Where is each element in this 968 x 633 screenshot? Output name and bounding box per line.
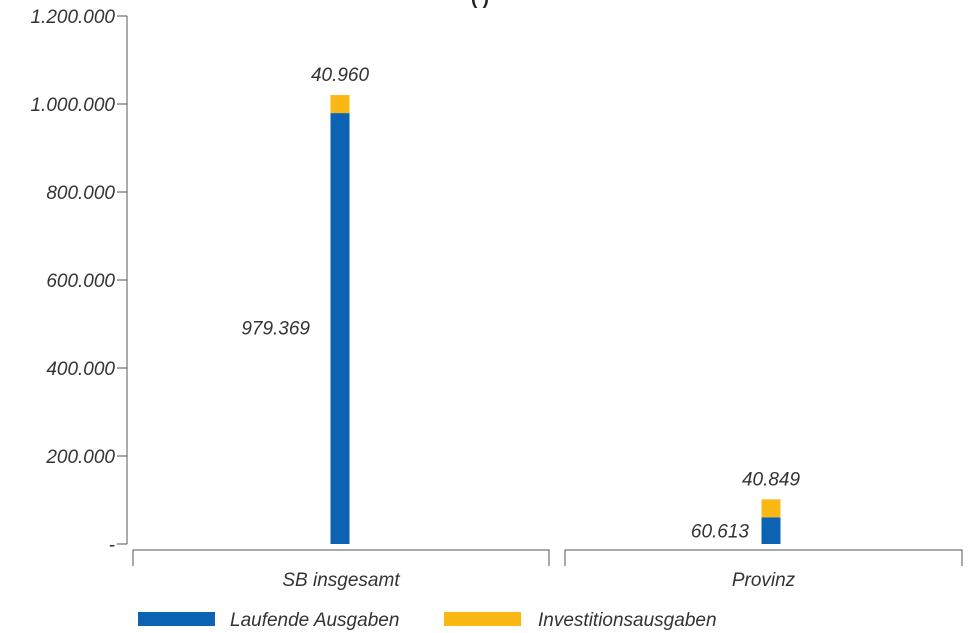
chart-title-fragment: ( ): [471, 0, 489, 9]
bar-investitions-provinz: [761, 499, 781, 518]
x-axis-bracket: [564, 549, 963, 566]
x-axis-bracket: [132, 549, 550, 566]
bar-investitions-sb-insgesamt: [330, 95, 350, 114]
legend-label-laufende: Laufende Ausgaben: [230, 610, 399, 631]
y-tick-label: 800.000: [46, 183, 115, 204]
y-tick-label: 600.000: [46, 271, 115, 292]
x-category-label: SB insgesamt: [282, 570, 400, 591]
data-labels: 979.369 40.960 60.613 40.849: [241, 65, 800, 543]
y-axis: - 200.000 400.000 600.000 800.000 1.000.000 1.…: [30, 7, 128, 556]
legend: Laufende Ausgaben Investitionsausgaben: [138, 610, 717, 631]
data-label-laufende: 60.613: [691, 522, 750, 543]
x-axis: SB insgesamt Provinz: [132, 549, 963, 591]
bar-laufende-provinz: [761, 517, 781, 544]
bar-laufende-sb-insgesamt: [330, 113, 350, 544]
legend-label-investitions: Investitionsausgaben: [538, 610, 717, 631]
data-label-investitions: 40.960: [311, 65, 370, 86]
x-category-label: Provinz: [732, 570, 796, 591]
legend-swatch-laufende: [138, 612, 215, 626]
y-tick-label: 200.000: [45, 447, 115, 468]
data-label-investitions: 40.849: [742, 469, 801, 490]
y-tick-label: 1.000.000: [30, 95, 115, 116]
bars: [330, 95, 781, 544]
data-label-laufende: 979.369: [241, 319, 310, 340]
legend-swatch-investitions: [444, 612, 521, 626]
y-tick-label: 1.200.000: [30, 7, 115, 28]
y-tick-label: 400.000: [46, 359, 115, 380]
y-tick-label: -: [109, 535, 115, 556]
